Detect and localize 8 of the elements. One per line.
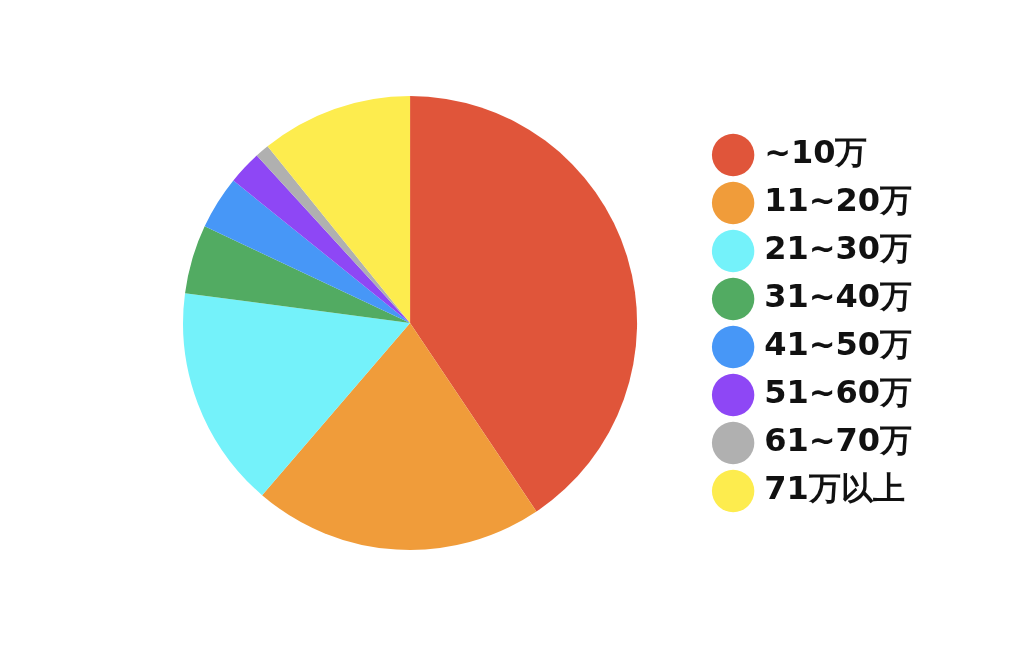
legend-label: 31~40万	[764, 277, 912, 316]
legend-label: 11~20万	[764, 181, 912, 220]
legend-label: 71万以上	[764, 469, 905, 508]
legend-label: ~10万	[764, 133, 868, 172]
legend-label: 61~70万	[764, 421, 912, 460]
legend-label: 51~60万	[764, 373, 912, 412]
legend-label: 21~30万	[764, 229, 912, 268]
legend-label: 41~50万	[764, 325, 912, 364]
